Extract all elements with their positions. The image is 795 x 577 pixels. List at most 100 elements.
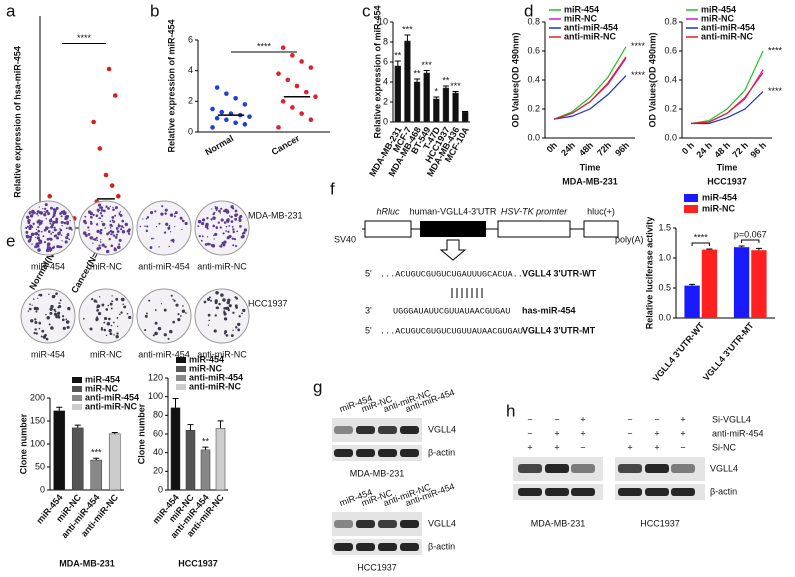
colony <box>103 316 108 321</box>
colony <box>215 226 218 230</box>
colony <box>38 238 41 241</box>
x-axis-label: Time <box>580 162 601 172</box>
colony <box>49 311 53 315</box>
significance-label: * <box>435 86 439 96</box>
colony <box>37 297 39 299</box>
colony <box>116 230 120 233</box>
colony <box>60 220 64 224</box>
colony <box>34 328 37 331</box>
legend-swatch <box>72 386 82 392</box>
x-tick-label: 24h <box>559 140 577 158</box>
y-tick-label: 0.0 <box>664 132 677 142</box>
colony <box>114 214 117 217</box>
legend-label: miR-NC <box>85 383 118 393</box>
colony <box>168 245 170 248</box>
colony <box>55 217 59 221</box>
colony <box>207 324 210 326</box>
blot-band <box>356 449 375 457</box>
colony <box>53 208 57 213</box>
colony <box>219 212 222 214</box>
colony <box>84 234 88 238</box>
colony <box>211 244 216 248</box>
colony <box>49 206 53 210</box>
colony <box>66 325 70 329</box>
colony <box>58 302 60 304</box>
error-bar <box>414 78 421 82</box>
colony <box>90 213 92 215</box>
colony <box>223 317 228 321</box>
colony <box>222 243 226 247</box>
colony <box>144 314 148 318</box>
colony <box>105 334 108 337</box>
colony <box>119 313 121 316</box>
colony <box>33 298 35 300</box>
data-point <box>224 91 229 96</box>
data-point <box>280 45 286 50</box>
colony <box>89 236 93 240</box>
colony <box>27 239 31 243</box>
colony <box>96 309 99 312</box>
colony <box>206 227 209 230</box>
colony <box>119 214 123 217</box>
error-bar <box>74 424 81 428</box>
colony <box>101 303 105 307</box>
y-tick-label: 0.6 <box>664 45 677 55</box>
colony <box>201 235 204 238</box>
bar <box>684 285 700 318</box>
colony <box>121 297 125 302</box>
blot-band <box>671 488 695 496</box>
colony <box>241 312 243 315</box>
colony <box>169 231 172 233</box>
colony <box>181 229 183 231</box>
series-line <box>553 46 627 120</box>
colony <box>99 241 102 243</box>
colony <box>35 228 38 231</box>
sign: − <box>527 414 532 424</box>
colony <box>237 328 241 332</box>
colony <box>35 307 39 311</box>
colony <box>42 335 47 339</box>
colony <box>31 243 33 245</box>
x-tick-label: 72 h <box>730 140 750 160</box>
colony <box>89 215 93 219</box>
colony <box>87 210 92 214</box>
colony <box>213 238 215 240</box>
colony <box>228 215 231 217</box>
colony <box>45 313 47 316</box>
colony <box>163 231 167 234</box>
colony <box>242 308 246 313</box>
colony <box>112 208 115 211</box>
colony <box>96 208 100 212</box>
colony <box>223 240 227 244</box>
x-tick-label: 0h <box>545 140 560 155</box>
colony <box>161 205 164 208</box>
colony <box>126 312 129 315</box>
colony <box>243 228 248 232</box>
significance-label: *** <box>421 60 432 70</box>
colony <box>32 222 35 226</box>
error-bar <box>172 398 179 408</box>
colony <box>45 248 50 253</box>
colony <box>234 244 238 248</box>
colony <box>48 218 53 223</box>
colony <box>59 299 62 302</box>
colony <box>111 295 113 297</box>
legend-swatch <box>72 395 82 401</box>
colony <box>220 293 224 297</box>
data-point <box>294 83 300 89</box>
colony <box>43 241 47 244</box>
sequence-prefix: 3' <box>365 305 372 315</box>
colony <box>111 230 115 234</box>
colony <box>45 209 49 213</box>
bar <box>462 111 469 123</box>
colony <box>50 304 54 309</box>
colony <box>67 232 70 235</box>
colony <box>48 247 53 252</box>
colony <box>230 220 234 223</box>
data-point <box>210 106 215 112</box>
colony <box>44 203 48 207</box>
colony <box>104 227 106 229</box>
colony <box>214 299 218 303</box>
colony <box>155 225 158 228</box>
y-tick-label: 4 <box>383 76 388 86</box>
